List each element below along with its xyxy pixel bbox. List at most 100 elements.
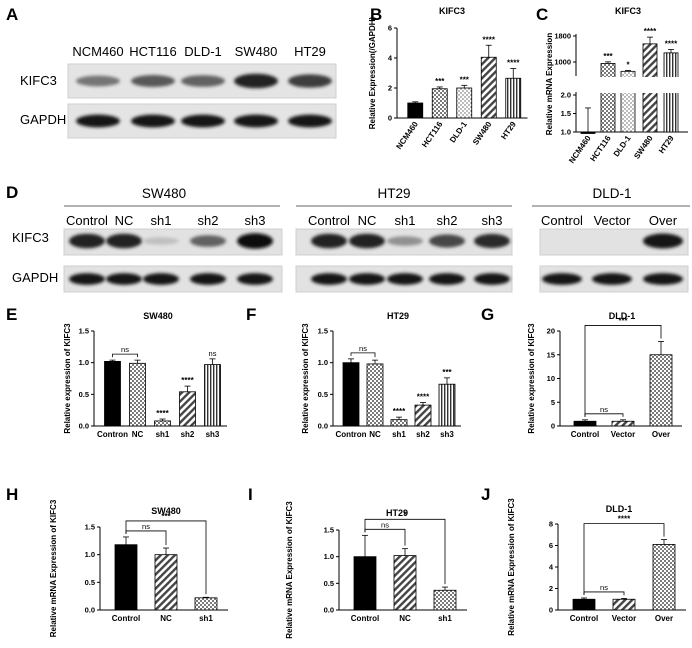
significance-bracket [112, 353, 138, 358]
y-tick-label: 4 [388, 54, 393, 63]
band-kifc3 [349, 233, 385, 249]
band-kifc3 [311, 233, 347, 249]
y-tick-label: 0.5 [79, 390, 89, 399]
blot-a-lane-label: NCM460 [72, 44, 123, 59]
panel-label-f: F [246, 305, 256, 324]
blot-d-group: Control Vector Over [539, 213, 689, 293]
blot-d: SW480 HT29 DLD-1 Control NC sh1 sh2 sh3 Contr… [63, 186, 690, 293]
chart-i: I HT29 0.0 0.5 1.0 1.5 Relative mRNA Expressio… [248, 485, 467, 639]
bar [649, 354, 673, 427]
bracket-label: *** [618, 316, 628, 325]
band-gapdh [76, 114, 120, 128]
bar [433, 589, 457, 611]
blot-d-lane-label: sh2 [437, 213, 458, 228]
bar [393, 555, 417, 611]
y-axis-label: Relative mRNA Expression of KIFC3 [49, 499, 58, 637]
y-tick-label: 10 [547, 374, 555, 383]
band-gapdh [181, 114, 225, 128]
blot-d-group: Control NC sh1 sh2 sh3 [295, 213, 513, 293]
y-tick-label: 1.5 [324, 526, 334, 535]
band-kifc3 [474, 233, 510, 249]
bracket-label: ns [121, 345, 129, 354]
category-label: Contron [97, 430, 128, 439]
significance-label: **** [644, 27, 657, 36]
category-label: DLD-1 [448, 120, 469, 145]
band-gapdh [311, 273, 347, 285]
category-label: Control [571, 430, 599, 439]
y-tick-label: 1.0 [318, 358, 328, 367]
panel-label-h: H [6, 485, 18, 504]
band-gapdh [234, 114, 278, 128]
category-label: sh2 [181, 430, 195, 439]
band-kifc3 [131, 74, 175, 88]
y-tick-label: 2.0 [561, 91, 571, 100]
blot-d-lane-label: Over [649, 213, 678, 228]
y-tick-label: 0.0 [318, 422, 328, 431]
band-gapdh [387, 273, 423, 285]
blot-d-groups: Control NC sh1 sh2 sh3 Control NC sh1 sh2 sh3 Cont… [63, 213, 689, 293]
chart-title: KIFC3 [615, 6, 641, 16]
band-kifc3 [237, 233, 273, 249]
y-tick-label: 6 [388, 24, 392, 33]
chart-title: SW480 [143, 311, 173, 321]
chart-title: HT29 [386, 508, 408, 518]
category-label: sh1 [156, 430, 170, 439]
chart-j: J DLD-1 0 2 4 6 8 Relative mRNA Expression of K… [481, 485, 686, 636]
y-tick-label: 20 [547, 327, 555, 336]
blot-a-row-gapdh: GAPDH [20, 112, 66, 127]
bar [480, 56, 497, 119]
y-axis-label: Relative mRNA Expression of KIFC3 [507, 498, 516, 636]
axis-break-gap [600, 77, 616, 93]
bracket-label: ns [381, 520, 389, 529]
y-tick-label: 1.5 [318, 327, 328, 336]
y-tick-label: 6 [549, 541, 553, 550]
blot-d-group: Control NC sh1 sh2 sh3 [63, 213, 283, 293]
bar [580, 131, 596, 134]
bar [179, 391, 196, 427]
category-label: sh3 [206, 430, 220, 439]
band-gapdh [349, 273, 385, 285]
chart-e: E SW480 0.0 0.5 1.0 1.5 Relative expression of… [6, 305, 227, 439]
category-label: NC [399, 614, 411, 623]
band-kifc3 [190, 235, 226, 247]
significance-bracket [364, 518, 446, 585]
bar [456, 87, 473, 119]
y-tick-label: 0 [549, 606, 553, 615]
significance-label: * [626, 60, 630, 69]
blot-a-lane-label: DLD-1 [184, 44, 222, 59]
category-label: Vector [611, 430, 635, 439]
bar [572, 598, 596, 611]
bar [129, 362, 146, 427]
y-tick-label: 1.0 [85, 550, 95, 559]
band-kifc3 [69, 233, 105, 249]
category-label: NCM460 [394, 120, 420, 151]
panel-label-d: D [6, 183, 18, 202]
category-label: SW480 [471, 120, 494, 147]
blot-d-lane-label: Control [541, 213, 583, 228]
bar [342, 362, 360, 427]
bar [431, 88, 448, 119]
band-kifc3 [181, 75, 225, 87]
y-axis-label: Relative expression of KIFC3 [301, 323, 310, 434]
y-tick-label: 1.0 [561, 128, 571, 137]
y-axis-label: Relative mRNA Expression [545, 33, 554, 136]
y-axis-label: Relative mRNA Expression of KIFC3 [285, 501, 294, 639]
category-label: HT29 [657, 134, 676, 156]
significance-label: **** [181, 376, 194, 385]
band-gapdh [190, 273, 226, 285]
bracket-label: ns [142, 522, 150, 531]
chart-g: G DLD-1 0 5 10 15 20 Relative expression of KIF… [481, 305, 682, 439]
y-tick-label: 1.0 [324, 552, 334, 561]
band-gapdh [69, 273, 105, 285]
band-gapdh [106, 273, 142, 285]
panel-label-b: B [370, 5, 382, 24]
blot-d-lane-label: sh1 [151, 213, 172, 228]
blot-d-lane-label: sh3 [482, 213, 503, 228]
chart-h: H SW480 0.0 0.5 1.0 1.5 Relative mRNA Expressi… [6, 485, 228, 637]
blot-d-group-title: DLD-1 [592, 186, 631, 201]
band-gapdh [643, 273, 683, 285]
band-gapdh [474, 273, 510, 285]
category-label: sh3 [440, 430, 454, 439]
